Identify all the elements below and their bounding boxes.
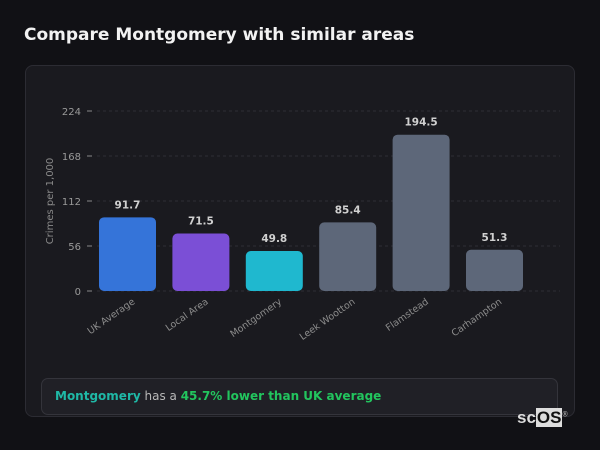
logo: scOS® [517, 408, 568, 427]
bar [172, 233, 230, 291]
bar [392, 134, 450, 291]
bar [245, 250, 303, 291]
x-tick-label: UK Average [86, 296, 138, 337]
y-tick-label: 112 [62, 197, 81, 208]
y-tick-label: 56 [68, 242, 81, 253]
summary-box: Montgomery has a 45.7% lower than UK ave… [41, 378, 558, 415]
y-axis-label: Crimes per 1,000 [45, 158, 56, 245]
y-tick-label: 0 [75, 287, 81, 298]
page-title: Compare Montgomery with similar areas [24, 25, 415, 45]
summary-area: Montgomery [55, 389, 141, 403]
summary-comparison: 45.7% lower than UK average [180, 389, 382, 403]
x-tick-label: Flamstead [384, 296, 431, 333]
y-tick-label: 168 [62, 152, 81, 163]
x-tick-label: Carhampton [450, 296, 505, 339]
data-label: 194.5 [404, 117, 437, 129]
bar [99, 217, 156, 291]
bar [319, 222, 377, 291]
x-tick-label: Montgomery [228, 296, 284, 340]
data-label: 71.5 [188, 216, 214, 228]
summary-text: has a [140, 389, 181, 403]
bar [466, 249, 523, 291]
data-label: 85.4 [335, 204, 361, 216]
data-label: 49.8 [261, 233, 287, 245]
x-tick-label: Leek Wootton [298, 296, 358, 342]
y-tick-label: 224 [62, 107, 81, 118]
data-label: 51.3 [482, 232, 508, 244]
data-label: 91.7 [115, 199, 141, 211]
x-tick-label: Local Area [164, 296, 211, 333]
